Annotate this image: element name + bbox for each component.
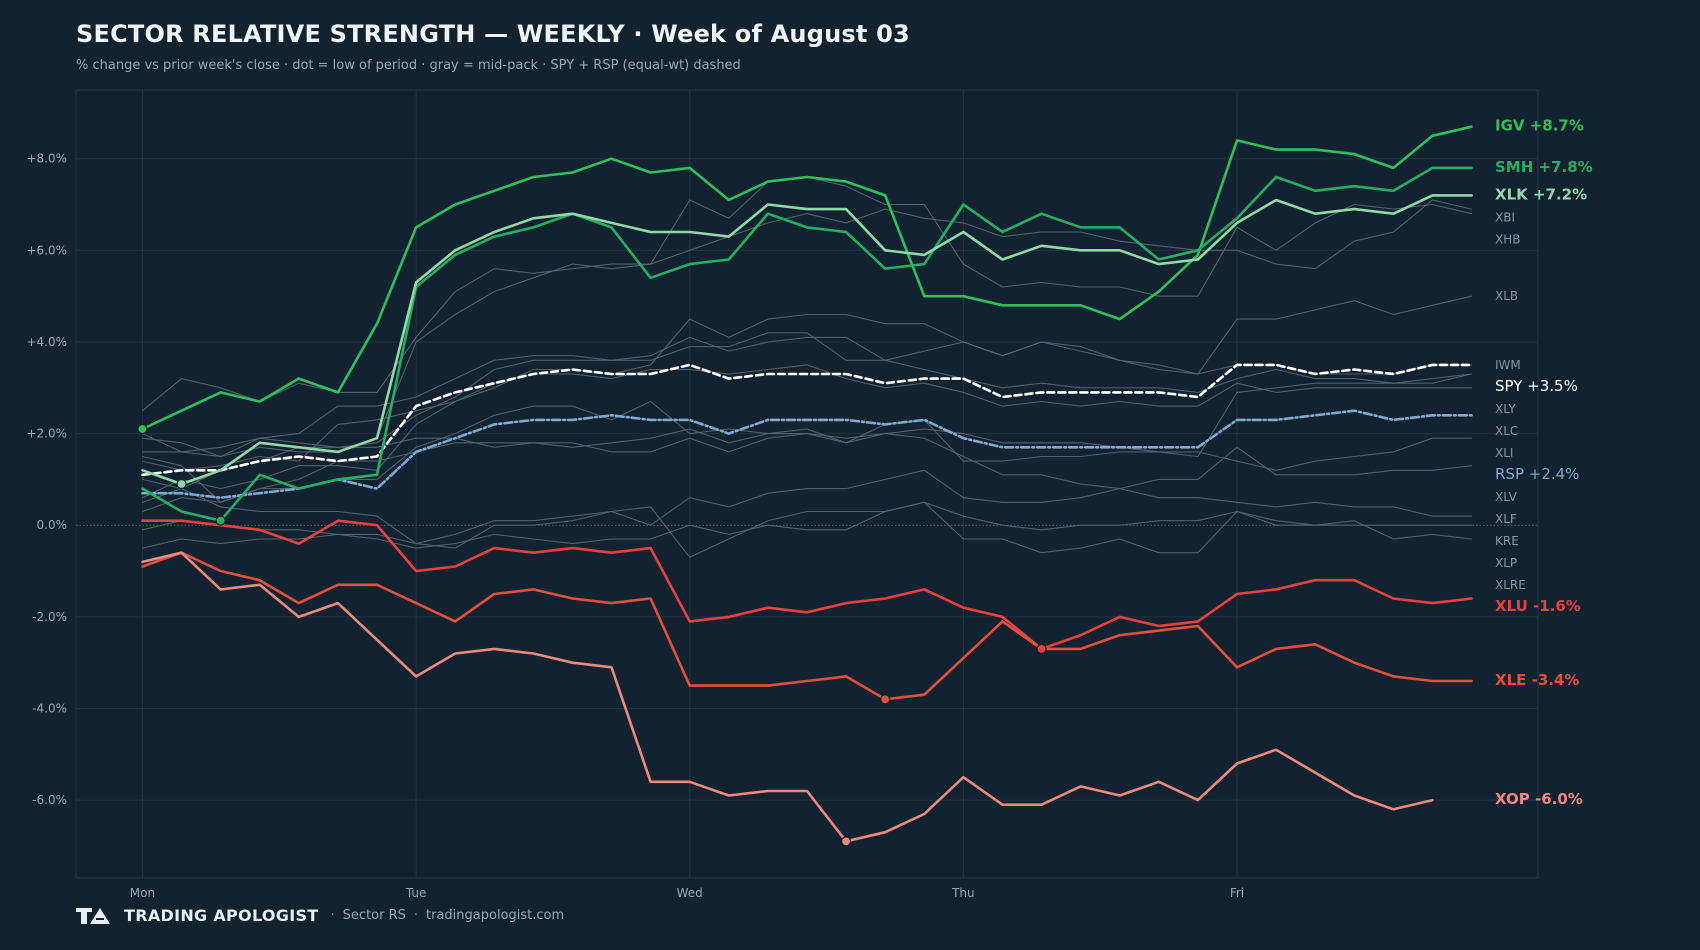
series-line-rsp (141, 409, 1473, 500)
series-line-xly (141, 332, 1473, 490)
series-line-xlre (141, 501, 1473, 554)
x-tick-label: Fri (1230, 886, 1244, 900)
series-line-kre (141, 469, 1473, 549)
x-tick-label: Wed (677, 886, 703, 900)
series-label-xle: XLE -3.4% (1495, 671, 1579, 689)
x-tick-label: Thu (951, 886, 975, 900)
series-label-xlv: XLV (1495, 490, 1518, 504)
footer-section: Sector RS (342, 908, 406, 923)
low-dot-xlu (1036, 643, 1047, 655)
series-label-xlc: XLC (1495, 424, 1518, 438)
series-label-iwm: IWM (1495, 358, 1521, 372)
footer-separator-2: · (413, 908, 419, 923)
series-label-xbi: XBI (1495, 210, 1515, 224)
brand-name: TRADING APOLOGIST (124, 906, 319, 925)
chart-subtitle: % change vs prior week's close · dot = l… (76, 58, 741, 73)
low-dot-xle (880, 694, 891, 705)
series-label-xlre: XLRE (1495, 578, 1526, 592)
series-line-spy (141, 363, 1473, 477)
y-tick-label: -4.0% (32, 701, 67, 715)
series-label-xlb: XLB (1495, 289, 1518, 303)
series-label-igv: IGV +8.7% (1495, 117, 1584, 135)
series-label-spy: SPY +3.5% (1495, 377, 1578, 395)
series-label-xli: XLI (1495, 446, 1513, 460)
series-line-xlv (141, 419, 1473, 471)
series-label-xlp: XLP (1495, 556, 1517, 570)
x-tick-label: Tue (405, 886, 427, 900)
series-line-smh (141, 166, 1473, 523)
y-tick-label: -2.0% (32, 610, 67, 624)
series-line-xlb (141, 295, 1473, 453)
low-dots (137, 423, 1047, 847)
series-line-xop (141, 551, 1434, 843)
series-line-xle (141, 551, 1473, 701)
low-dot-smh (215, 515, 226, 526)
series-label-xlf: XLF (1495, 512, 1517, 526)
low-dot-igv (137, 423, 148, 435)
low-dot-xop (840, 836, 852, 847)
series-label-kre: KRE (1495, 534, 1519, 548)
series-line-igv (141, 125, 1473, 431)
series-label-xop: XOP -6.0% (1495, 790, 1583, 808)
series-line-xlk (141, 194, 1473, 486)
y-tick-label: +8.0% (26, 152, 67, 166)
low-dot-xlk (176, 478, 187, 490)
series-line-xlf (141, 433, 1473, 503)
series-line-xli (141, 364, 1473, 499)
y-tick-label: +4.0% (26, 335, 67, 349)
y-tick-label: +6.0% (26, 243, 67, 257)
y-tick-label: 0.0% (37, 518, 68, 532)
footer-separator: · (330, 908, 335, 923)
footer: TRADING APOLOGIST · Sector RS · tradinga… (76, 906, 564, 925)
axis-labels: -6.0% -4.0% -2.0% 0.0% +2.0% +4.0% +6.0% +8.0% M… (26, 152, 1244, 900)
series-line-xlp (141, 501, 1473, 558)
highlight-lines (141, 125, 1473, 843)
series-label-rsp: RSP +2.4% (1495, 465, 1579, 483)
series-label-xly: XLY (1495, 402, 1516, 416)
y-tick-label: +2.0% (26, 427, 67, 441)
y-tick-label: -6.0% (32, 793, 67, 807)
brand-logo-icon (76, 907, 112, 925)
series-label-xlu: XLU -1.6% (1495, 597, 1581, 615)
x-tick-label: Mon (130, 886, 155, 900)
chart-title: SECTOR RELATIVE STRENGTH — WEEKLY · Week… (76, 20, 910, 48)
series-labels: IGV +8.7% SMH +7.8% XLK +7.2% XBI XHB XLB IWM S… (1495, 117, 1593, 808)
series-label-xhb: XHB (1495, 232, 1520, 246)
footer-site: tradingapologist.com (426, 908, 565, 923)
series-label-smh: SMH +7.8% (1495, 158, 1593, 176)
series-label-xlk: XLK +7.2% (1495, 185, 1587, 203)
benchmark-lines (141, 363, 1473, 500)
series-line-xlu (141, 519, 1473, 651)
